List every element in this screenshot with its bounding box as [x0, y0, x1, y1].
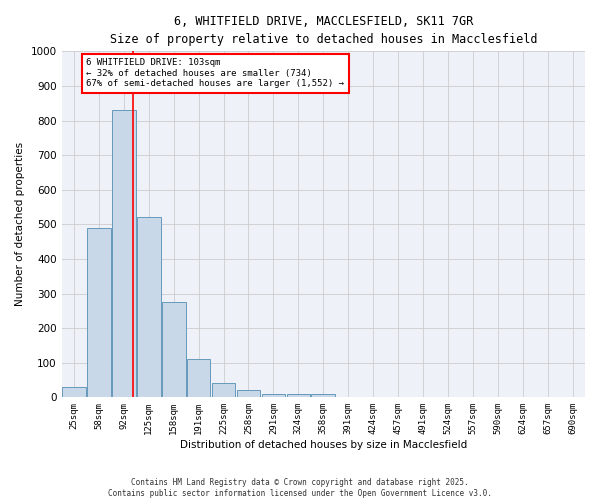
Bar	[212, 384, 235, 398]
Bar	[311, 394, 335, 398]
Title: 6, WHITFIELD DRIVE, MACCLESFIELD, SK11 7GR
Size of property relative to detached: 6, WHITFIELD DRIVE, MACCLESFIELD, SK11 7…	[110, 15, 537, 46]
Y-axis label: Number of detached properties: Number of detached properties	[15, 142, 25, 306]
Bar	[236, 390, 260, 398]
Text: 6 WHITFIELD DRIVE: 103sqm
← 32% of detached houses are smaller (734)
67% of semi: 6 WHITFIELD DRIVE: 103sqm ← 32% of detac…	[86, 58, 344, 88]
Text: Contains HM Land Registry data © Crown copyright and database right 2025.
Contai: Contains HM Land Registry data © Crown c…	[108, 478, 492, 498]
X-axis label: Distribution of detached houses by size in Macclesfield: Distribution of detached houses by size …	[179, 440, 467, 450]
Bar	[137, 218, 161, 398]
Bar	[112, 110, 136, 398]
Bar	[87, 228, 111, 398]
Bar	[262, 394, 285, 398]
Bar	[162, 302, 185, 398]
Bar	[287, 394, 310, 398]
Bar	[62, 387, 86, 398]
Bar	[187, 360, 211, 398]
